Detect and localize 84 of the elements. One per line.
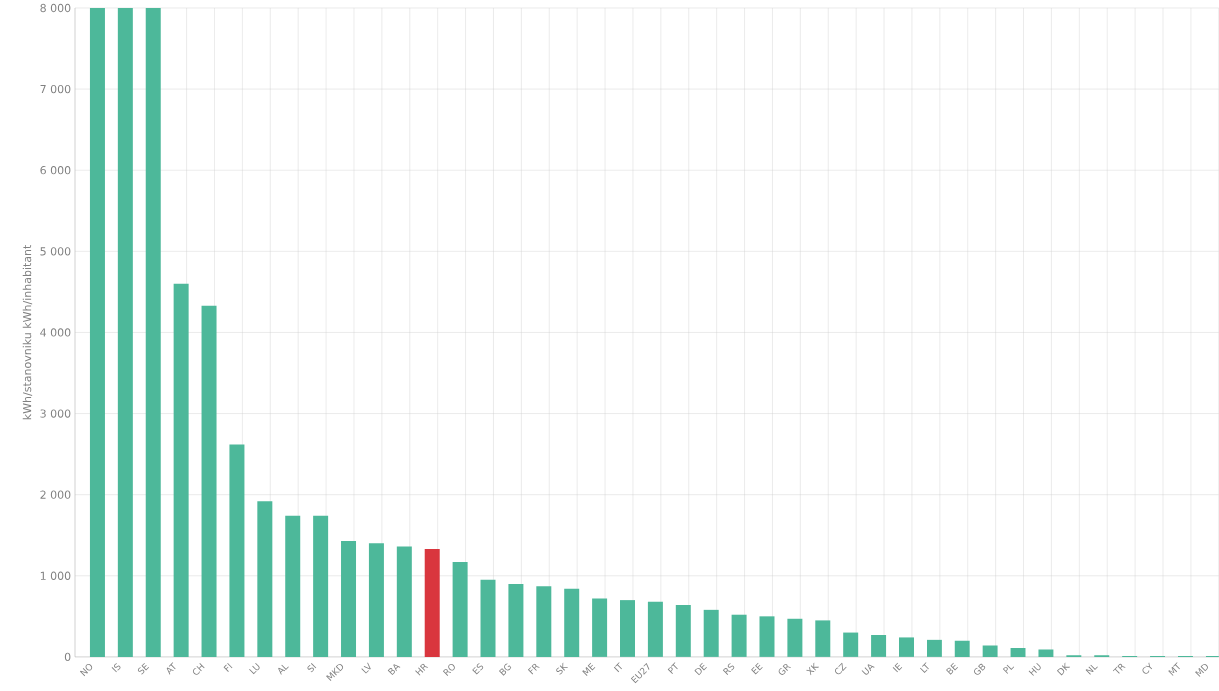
x-tick-label: IS <box>111 663 121 673</box>
bar <box>843 632 859 657</box>
bar <box>89 8 105 657</box>
y-tick-label: 4 000 <box>40 328 71 337</box>
x-tick-label: BG <box>498 663 512 676</box>
bar <box>508 583 524 657</box>
bar <box>759 616 775 657</box>
y-tick-label: 0 <box>64 652 71 662</box>
bar <box>954 640 970 657</box>
bar <box>313 515 329 657</box>
bar <box>898 637 914 657</box>
x-tick-label: LV <box>361 662 371 674</box>
x-tick-label: GB <box>973 663 986 675</box>
x-tick-label: UA <box>861 664 875 675</box>
x-tick-label: MD <box>1195 663 1208 677</box>
x-tick-label: ES <box>472 663 484 675</box>
x-tick-label: AL <box>278 664 289 675</box>
y-tick-label: 7 000 <box>40 84 71 94</box>
bar <box>592 598 608 657</box>
y-tick-label: 6 000 <box>40 166 71 175</box>
x-tick-label: BE <box>946 662 959 675</box>
bar <box>396 546 412 657</box>
x-tick-label: EE <box>751 662 763 675</box>
y-axis-title: kWh/stanovniku kWh/inhabitant <box>22 244 33 420</box>
bar <box>257 501 273 657</box>
bar <box>145 8 161 657</box>
bar <box>815 620 831 657</box>
bar <box>117 8 133 657</box>
x-tick-label: MT <box>1168 662 1180 676</box>
x-tick-label: IE <box>892 662 903 673</box>
x-tick-label: AT <box>166 662 176 675</box>
bar <box>871 635 887 657</box>
bar <box>564 588 580 657</box>
bar <box>647 601 663 657</box>
bar <box>536 586 552 657</box>
bar <box>620 600 635 657</box>
x-tick-label: GR <box>778 664 791 675</box>
x-tick-label: FR <box>527 663 540 675</box>
x-tick-label: SK <box>556 662 569 675</box>
bar <box>731 614 747 657</box>
bar <box>341 540 357 657</box>
bar <box>926 639 942 657</box>
x-tick-label: DE <box>694 662 707 676</box>
bar <box>982 645 998 657</box>
x-tick-label: CY <box>1142 662 1153 674</box>
y-tick-label: 3 000 <box>40 409 71 418</box>
y-tick-label: 2 000 <box>40 490 71 499</box>
bar <box>787 618 803 657</box>
bar <box>1038 649 1054 657</box>
x-tick-label: HR <box>415 663 429 676</box>
x-tick-label: NL <box>1085 664 1098 675</box>
x-tick-label: PL <box>1002 664 1015 674</box>
x-tick-label: PT <box>667 662 678 675</box>
x-tick-label: RS <box>722 663 735 675</box>
bar <box>703 609 719 657</box>
x-tick-label: RO <box>442 663 455 676</box>
bar <box>368 543 384 657</box>
y-tick-label: 8 000 <box>40 3 71 13</box>
x-tick-label: LT <box>919 662 929 673</box>
x-tick-label: NO <box>79 663 93 677</box>
bar <box>201 305 217 657</box>
bar <box>1010 648 1026 657</box>
bar <box>424 549 440 657</box>
x-tick-label: IT <box>613 662 623 673</box>
bar <box>480 579 496 657</box>
x-tick-label: SI <box>307 663 317 673</box>
bar <box>229 444 245 657</box>
x-tick-label: CZ <box>834 662 847 675</box>
y-tick-label: 1 000 <box>40 571 71 580</box>
x-tick-label: CH <box>192 663 205 675</box>
x-tick-label: SE <box>137 662 150 675</box>
x-tick-label: BA <box>387 664 401 676</box>
x-tick-label: TR <box>1112 663 1126 674</box>
x-tick-label: HU <box>1028 662 1041 676</box>
x-tick-label: XK <box>806 662 820 676</box>
bar <box>675 605 691 657</box>
bar <box>173 283 189 657</box>
bar <box>285 515 301 657</box>
x-tick-label: FI <box>223 663 233 672</box>
x-tick-label: ME <box>582 662 596 676</box>
x-tick-label: LU <box>249 662 260 675</box>
y-tick-label: 5 000 <box>40 247 71 256</box>
bar <box>452 562 468 657</box>
x-tick-label: DK <box>1056 662 1071 676</box>
